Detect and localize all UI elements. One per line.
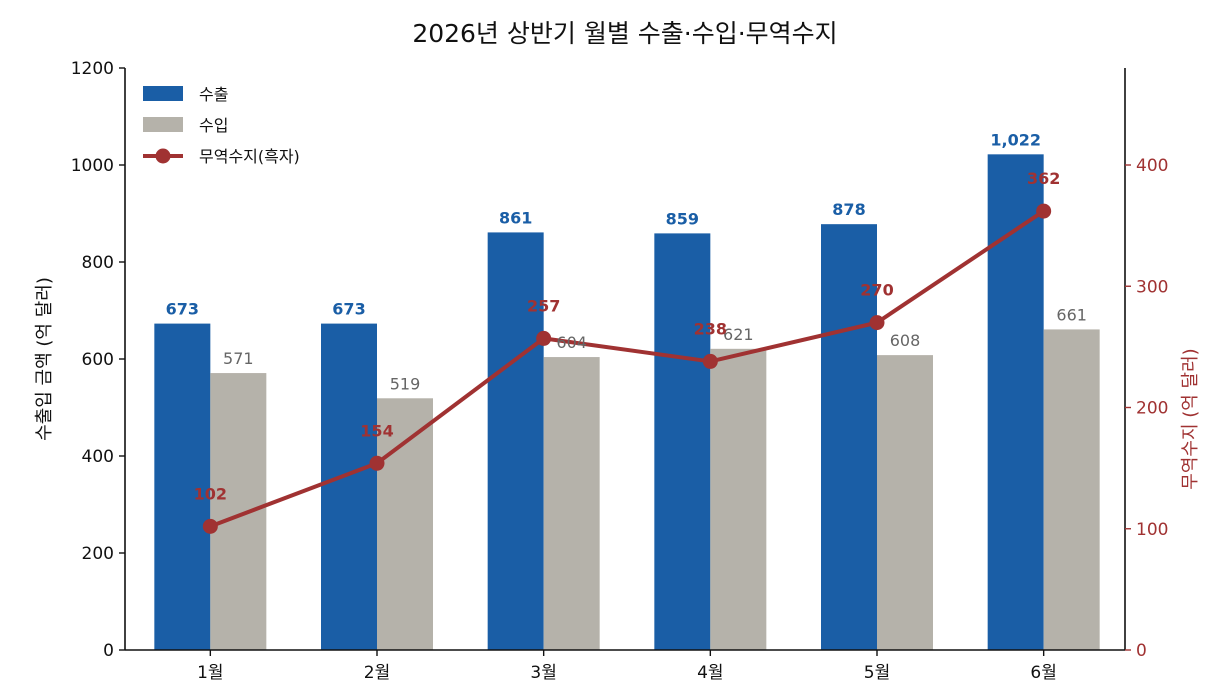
x-tick-label: 3월: [530, 663, 556, 683]
legend-label-export: 수출: [199, 85, 228, 104]
balance-value-label: 238: [694, 319, 727, 338]
y-tick-left-label: 1200: [71, 59, 114, 79]
balance-value-label: 362: [1027, 169, 1060, 188]
balance-line: [209, 209, 1045, 529]
export-bar: [821, 224, 877, 651]
y-tick-left-label: 800: [82, 253, 114, 273]
y-axis-right-label: 무역수지 (억 달러): [1180, 348, 1201, 489]
legend-swatch-balance-point: [155, 148, 171, 164]
y-tick-left-label: 1000: [71, 156, 114, 176]
import-value-label: 608: [890, 331, 921, 350]
y-tick-right-label: 0: [1136, 641, 1147, 661]
x-tick-label: 6월: [1030, 663, 1056, 683]
import-value-label: 519: [390, 374, 421, 393]
export-value-label: 861: [499, 208, 532, 227]
axes-layer: 0 200 400 600 800 1000 1200 0 100 200 300 400 1월 2월 3월…: [34, 59, 1201, 683]
y-axis-left-label: 수출입 금액 (억 달러): [34, 277, 55, 441]
import-value-label: 661: [1056, 305, 1087, 324]
y-tick-right-label: 300: [1136, 277, 1168, 297]
export-value-label: 673: [332, 300, 365, 319]
export-bar: [487, 232, 544, 651]
import-bar: [710, 348, 767, 650]
import-bar: [1043, 329, 1100, 650]
balance-point: [702, 353, 718, 369]
import-value-label: 604: [556, 333, 587, 352]
balance-value-label: 257: [527, 296, 560, 315]
y-tick-left-label: 200: [82, 544, 114, 564]
import-bar: [210, 373, 267, 650]
export-value-label: 859: [666, 209, 699, 228]
x-tick-label: 4월: [697, 663, 723, 683]
import-bar: [877, 355, 933, 650]
import-bar: [543, 357, 600, 650]
balance-value-label: 270: [860, 281, 893, 300]
balance-line-layer: [202, 203, 1052, 534]
y-tick-left-label: 600: [82, 350, 114, 370]
export-bar: [654, 233, 711, 650]
export-value-label: 673: [166, 300, 199, 319]
bars-layer: [154, 154, 1100, 651]
export-value-label: 1,022: [990, 130, 1041, 149]
import-value-label: 621: [723, 325, 754, 344]
y-tick-left-label: 0: [103, 641, 114, 661]
x-tick-label: 2월: [364, 663, 390, 683]
y-tick-right-label: 200: [1136, 399, 1168, 419]
chart-title: 2026년 상반기 월별 수출·수입·무역수지: [412, 19, 837, 48]
y-tick-right-label: 100: [1136, 520, 1168, 540]
export-bar: [154, 323, 211, 650]
balance-value-label: 102: [194, 484, 227, 503]
export-bar: [321, 323, 377, 650]
x-tick-label: 1월: [197, 663, 223, 683]
export-value-label: 878: [832, 200, 865, 219]
import-value-label: 571: [223, 349, 254, 368]
x-tick-label: 5월: [864, 663, 890, 683]
balance-point: [369, 455, 385, 471]
balance-point: [536, 330, 552, 346]
balance-point: [1036, 203, 1052, 219]
balance-point: [202, 518, 218, 534]
y-tick-right-label: 400: [1136, 156, 1168, 176]
balance-point: [869, 315, 885, 331]
legend-swatch-export: [143, 86, 183, 101]
legend-label-balance: 무역수지(흑자): [199, 147, 300, 166]
balance-value-label: 154: [360, 421, 393, 440]
y-tick-left-label: 400: [82, 447, 114, 467]
export-bar: [987, 154, 1044, 650]
legend-label-import: 수입: [199, 116, 228, 135]
legend-swatch-import: [143, 117, 183, 132]
